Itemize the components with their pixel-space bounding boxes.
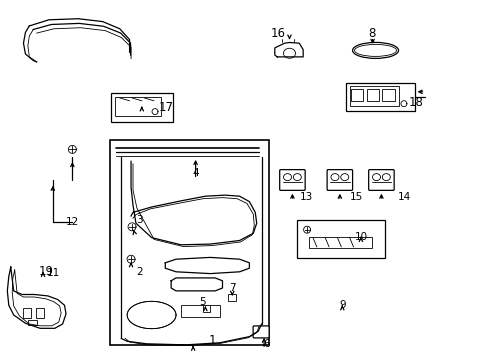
FancyBboxPatch shape (279, 170, 305, 190)
Ellipse shape (340, 174, 348, 181)
Text: 1: 1 (208, 334, 216, 347)
Bar (36, 308, 43, 318)
Bar (349, 86, 398, 106)
Text: 8: 8 (367, 27, 375, 40)
Ellipse shape (382, 174, 389, 181)
Ellipse shape (372, 174, 380, 181)
Bar (228, 294, 235, 301)
Ellipse shape (330, 174, 338, 181)
Text: 18: 18 (407, 96, 422, 109)
Ellipse shape (352, 42, 398, 58)
Text: 4: 4 (192, 168, 199, 178)
Bar (308, 237, 371, 248)
Text: 10: 10 (354, 232, 366, 242)
Bar (115, 97, 161, 116)
Text: 6: 6 (263, 339, 269, 349)
Bar (346, 83, 414, 111)
Text: 19: 19 (39, 265, 54, 278)
Bar (181, 305, 220, 317)
Text: 14: 14 (397, 192, 411, 202)
Text: 11: 11 (47, 268, 61, 278)
Text: 3: 3 (136, 215, 142, 225)
Text: 9: 9 (338, 300, 345, 310)
Bar (382, 89, 394, 101)
Text: 5: 5 (199, 297, 206, 307)
Ellipse shape (283, 48, 295, 58)
Text: 7: 7 (228, 283, 235, 293)
Bar (366, 89, 378, 101)
Ellipse shape (127, 301, 176, 329)
Text: 2: 2 (136, 267, 142, 277)
Bar (203, 305, 210, 312)
FancyBboxPatch shape (368, 170, 393, 190)
Text: 12: 12 (65, 217, 79, 228)
Bar (350, 89, 363, 101)
Text: 13: 13 (299, 192, 312, 202)
Text: 15: 15 (348, 192, 362, 202)
Text: 16: 16 (270, 27, 285, 40)
Bar (111, 93, 172, 122)
Bar (110, 140, 268, 345)
FancyBboxPatch shape (326, 170, 352, 190)
Ellipse shape (283, 174, 291, 181)
FancyBboxPatch shape (253, 326, 268, 338)
Bar (28, 320, 37, 325)
Text: 17: 17 (159, 101, 173, 114)
Bar (23, 308, 31, 318)
Bar (297, 220, 385, 258)
Ellipse shape (293, 174, 301, 181)
Ellipse shape (354, 44, 396, 57)
